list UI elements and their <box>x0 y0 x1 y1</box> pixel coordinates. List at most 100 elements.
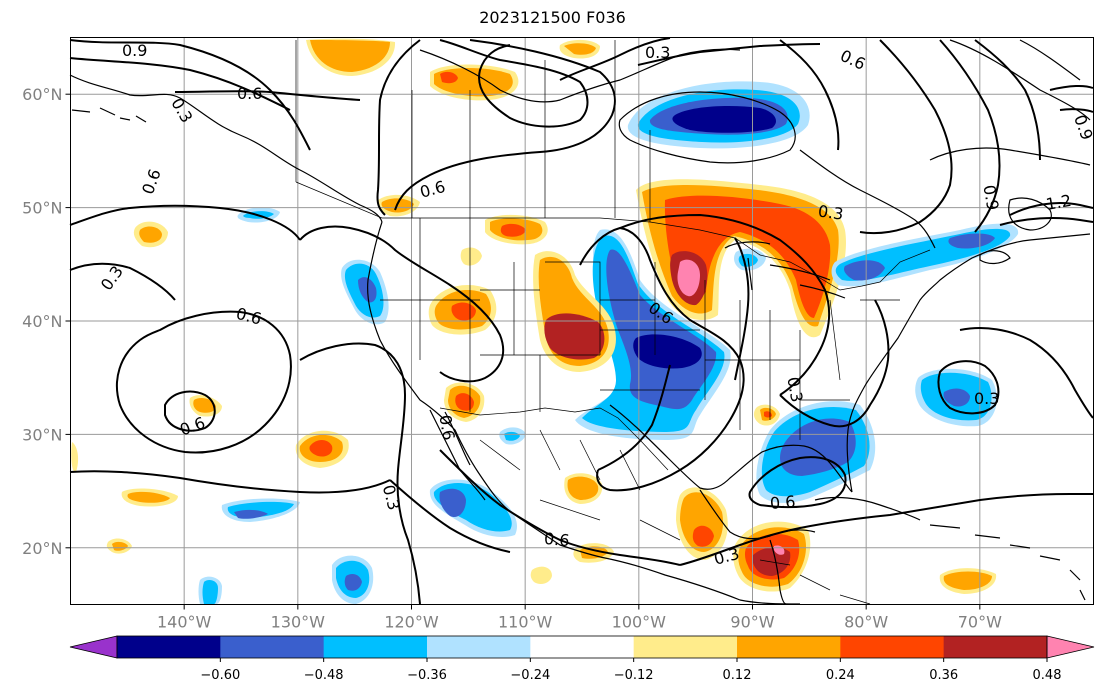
aleutian-islands <box>71 107 147 123</box>
lat-tick-label: 20°N <box>22 539 62 558</box>
nova-scotia <box>979 250 1011 265</box>
colorbar-tick-label: 0.36 <box>929 668 958 683</box>
north-america-west-coast <box>367 221 801 605</box>
colorbar-swatch <box>737 636 841 658</box>
anomaly-fill-pacific-positive <box>309 440 333 457</box>
east-coast <box>846 233 1091 493</box>
anomaly-fill-east-canada-negative <box>844 260 885 281</box>
contour-label: 0.3 <box>783 375 806 403</box>
contour-label: 0.6 <box>418 177 448 202</box>
contour-line <box>115 310 292 454</box>
contour-line <box>164 390 216 432</box>
contour-line <box>637 43 821 66</box>
colorbar-swatch <box>943 636 1048 658</box>
contour-label: 0.3 <box>817 201 845 223</box>
contour-line <box>69 470 391 494</box>
contour-label: 0.6 <box>138 166 165 196</box>
map-axes: 140°W 130°W 120°W 110°W 100°W 90°W 80°W 70°W 20°… <box>22 85 1002 631</box>
contour-line <box>69 262 176 301</box>
great-lakes <box>724 241 846 299</box>
colorbar-tick-label: 0.12 <box>723 668 752 683</box>
colorbar-extend-high <box>1046 635 1095 659</box>
mexico-state-lines <box>479 429 681 541</box>
anomaly-fill-great-lakes-positive <box>664 195 831 318</box>
anomaly-fill-alaska-positive <box>310 40 390 72</box>
contour-line <box>748 456 847 509</box>
colorbar-swatch <box>530 636 635 658</box>
lon-tick-label: 100°W <box>612 613 667 632</box>
anomaly-fill-atlantic-negative <box>943 388 970 407</box>
anomaly-fill-canada-negative <box>672 106 776 133</box>
contour-line <box>439 449 681 566</box>
us-mexico-border <box>439 407 669 471</box>
plot-title: 2023121500 F036 <box>479 8 626 27</box>
colorbar-tick-label: −0.24 <box>510 668 550 683</box>
contour-line <box>174 39 421 216</box>
anomaly-fill-mexico-negative <box>439 488 466 518</box>
cuba <box>814 496 921 521</box>
anomaly-fill-idaho-positive <box>460 247 482 266</box>
contour-label: 0.3 <box>974 389 999 408</box>
coastlines <box>69 39 1091 605</box>
alaska-coast <box>69 74 383 223</box>
contour-label: 0.6 <box>769 492 796 513</box>
contour-line <box>734 237 750 381</box>
contour-label: 1.2 <box>1044 191 1072 214</box>
anomaly-fill-pacific-negative <box>344 574 362 591</box>
colorbar-tick-label: 0.24 <box>826 668 855 683</box>
anomaly-fill-east-canada-negative <box>948 233 995 249</box>
anomaly-fill-mexico-positive <box>567 476 599 500</box>
anomaly-fill-gulf-negative <box>780 418 856 476</box>
anomaly-fill-alaska-positive <box>564 43 596 55</box>
contour-line <box>389 479 511 553</box>
graticule <box>70 37 1094 605</box>
contour-line <box>679 493 1093 566</box>
anomaly-fill-pacific-negative <box>202 580 218 604</box>
lat-tick-label: 50°N <box>22 199 62 218</box>
canada-province-lines <box>295 40 651 222</box>
anomaly-fill-pacific-positive <box>193 398 216 413</box>
contour-line <box>69 39 311 151</box>
contour-line <box>1009 202 1094 216</box>
colorbar-swatch <box>427 636 531 658</box>
us-state-lines <box>380 218 900 440</box>
colorbar-tick-label: 0.48 <box>1033 668 1062 683</box>
contour-label: 0.9 <box>122 41 147 60</box>
contour-line <box>1049 84 1094 113</box>
lon-tick-label: 120°W <box>384 613 439 632</box>
political-boundaries <box>295 40 931 605</box>
anomaly-fill-pacific-positive <box>71 442 79 473</box>
anomaly-fill-montana-positive <box>500 223 526 237</box>
contour-label: 0.6 <box>543 529 570 550</box>
lon-tick-label: 130°W <box>271 613 326 632</box>
anomaly-fill-pacific-positive <box>139 226 162 243</box>
anomaly-fill-pacific-negative <box>234 509 268 519</box>
colorbar-swatch <box>633 636 738 658</box>
colorbar-swatch <box>117 636 221 658</box>
contour-line <box>394 39 616 211</box>
lat-tick-label: 60°N <box>22 85 62 104</box>
contour-label: 0.3 <box>167 95 196 127</box>
contour-line <box>779 299 890 428</box>
contour-line <box>939 39 1001 233</box>
contour-line <box>439 39 589 128</box>
contour-label: 0.6 <box>435 413 458 441</box>
contour-line <box>959 327 1094 419</box>
lat-tick-label: 30°N <box>22 425 62 444</box>
contour-line <box>974 39 1041 161</box>
anomaly-fill-southern-california-positive <box>455 393 474 411</box>
contour-line <box>597 364 671 471</box>
colorbar-tick-label: −0.12 <box>614 668 654 683</box>
contour-label: 0.3 <box>379 483 404 513</box>
lon-tick-label: 110°W <box>498 613 553 632</box>
lon-tick-label: 70°W <box>958 613 1002 632</box>
lat-tick-label: 40°N <box>22 312 62 331</box>
contour-line <box>69 57 291 111</box>
lon-tick-label: 90°W <box>730 613 774 632</box>
central-america-borders <box>759 559 871 605</box>
anomaly-fill-central-us-negative <box>633 334 702 369</box>
contour-line <box>859 39 953 235</box>
contour-line <box>937 360 1000 415</box>
contour-label: 0.9 <box>979 183 1002 211</box>
